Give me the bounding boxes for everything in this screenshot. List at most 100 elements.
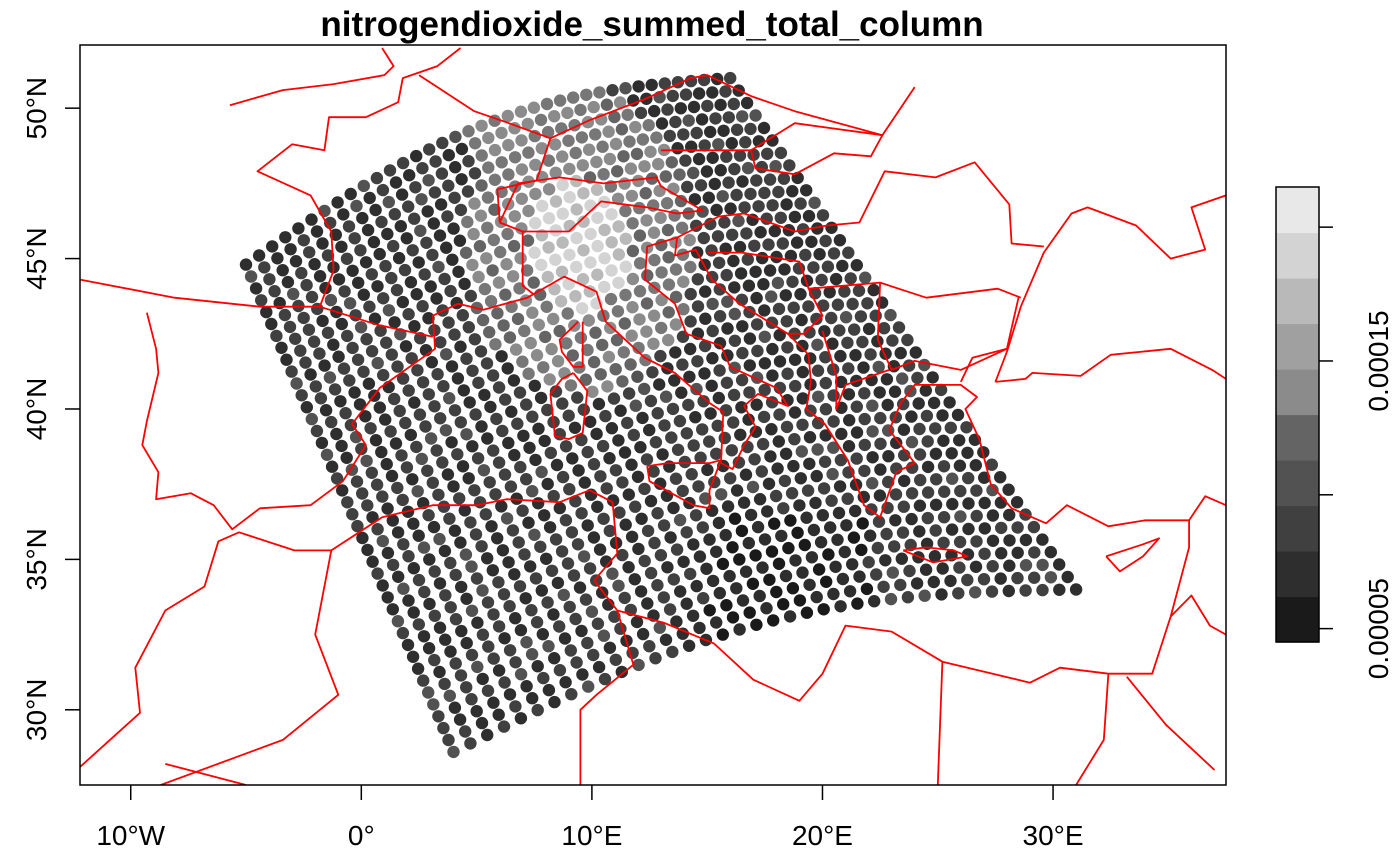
swath-point [510,492,523,505]
swath-point [471,452,485,465]
swath-point [448,191,461,204]
swath-point [401,638,415,652]
swath-point [275,341,288,354]
swath-point [395,449,408,462]
swath-point [818,325,831,338]
swath-point [586,385,599,398]
swath-point [475,540,488,553]
colorbar-swatch [1276,596,1319,643]
swath-point [447,480,460,493]
swath-point [509,343,523,356]
swath-point [616,548,629,562]
swath-point [858,464,871,478]
swath-point [764,450,777,463]
swath-point [969,586,982,599]
swath-point [574,103,587,117]
swath-point [423,143,436,156]
swath-point [649,652,662,665]
swath-point [807,523,821,537]
swath-point [583,285,596,298]
swath-point [309,380,322,393]
swath-point [978,522,991,535]
swath-point [626,244,640,258]
swath-point [799,248,812,262]
swath-point [402,308,415,321]
swath-point [529,453,542,467]
swath-point [489,488,502,501]
swath-point [714,98,727,112]
swath-point [577,550,591,563]
swath-point [833,480,847,493]
swath-point [781,341,794,354]
swath-point [986,560,999,573]
swath-point [597,512,610,525]
swath-point [543,521,557,534]
swath-point [897,397,910,411]
swath-point [645,78,658,92]
swath-point [694,179,708,192]
swath-point [495,350,508,363]
swath-point [362,377,376,390]
swath-point [548,652,561,665]
swath-point [716,190,729,203]
swath-point [763,173,777,186]
swath-point [608,110,621,124]
swath-point [740,227,753,240]
swath-point [422,388,435,401]
swath-point [746,480,760,494]
swath-point [735,401,748,414]
swath-point [716,628,729,641]
swath-point [280,353,293,366]
swath-point [478,282,492,296]
swath-point [346,508,359,521]
y-tick-label: 50°N [21,77,52,140]
swath-point [597,629,611,642]
swath-point [481,221,494,234]
swath-point [331,196,344,209]
swath-point [348,386,361,399]
swath-point [444,645,457,658]
swath-point [629,500,642,513]
swath-point [304,368,317,381]
swath-point [495,156,508,169]
swath-point [739,565,753,578]
swath-point [756,561,769,574]
swath-point [604,321,617,335]
swath-point [594,470,607,483]
swath-point [462,155,475,168]
swath-point [742,413,755,426]
swath-point [609,363,622,376]
swath-point [669,115,682,129]
swath-point [749,425,763,438]
swath-point [658,77,671,90]
swath-point [634,441,647,454]
swath-point [316,314,329,328]
swath-point [367,235,381,249]
swath-point [376,183,390,197]
swath-point [714,164,727,177]
swath-point [525,604,538,617]
swath-point [356,487,369,500]
swath-point [542,640,555,653]
swath-point [928,550,942,563]
swath-point [726,228,739,241]
swath-point [616,375,629,388]
swath-point [616,476,629,489]
swath-point [753,493,767,506]
swath-point [713,586,726,600]
swath-point [409,181,422,194]
swath-point [644,394,658,408]
swath-point [711,230,725,243]
swath-point [366,555,379,568]
swath-point [929,524,942,537]
swath-point [421,205,434,218]
swath-point [1011,571,1024,585]
swath-point [387,239,400,253]
swath-point [693,550,707,563]
swath-point [669,318,683,331]
swath-point [626,272,640,286]
swath-point [536,628,549,641]
swath-point [412,529,425,542]
swath-point [788,433,801,446]
swath-point [682,207,695,220]
